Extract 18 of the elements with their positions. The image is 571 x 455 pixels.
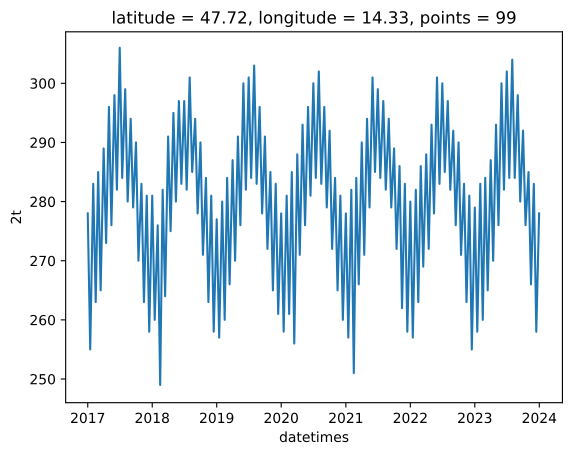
x-tick-label: 2020 xyxy=(264,412,298,424)
line-series xyxy=(86,46,540,386)
x-tick-label: 2022 xyxy=(394,412,427,424)
y-tick-label: 260 xyxy=(30,314,56,326)
y-tick-label: 250 xyxy=(30,374,56,384)
y-tick-label: 290 xyxy=(30,137,56,148)
x-tick-label: 2019 xyxy=(200,412,234,424)
y-tick-label: 280 xyxy=(30,196,56,208)
x-tick-label: 2021 xyxy=(329,412,362,424)
y-tick-label: 300 xyxy=(30,78,56,89)
x-tick-label: 2023 xyxy=(458,412,492,424)
x-tick-label: 2024 xyxy=(522,412,556,424)
y-axis-title: 2t xyxy=(10,210,21,224)
chart-title: latitude = 47.72, longitude = 14.33, points = 99 xyxy=(113,10,516,27)
x-tick-label: 2017 xyxy=(71,412,104,424)
x-tick-label: 2018 xyxy=(136,412,169,424)
x-axis-title: datetimes xyxy=(280,431,348,442)
y-tick-label: 270 xyxy=(30,256,56,266)
